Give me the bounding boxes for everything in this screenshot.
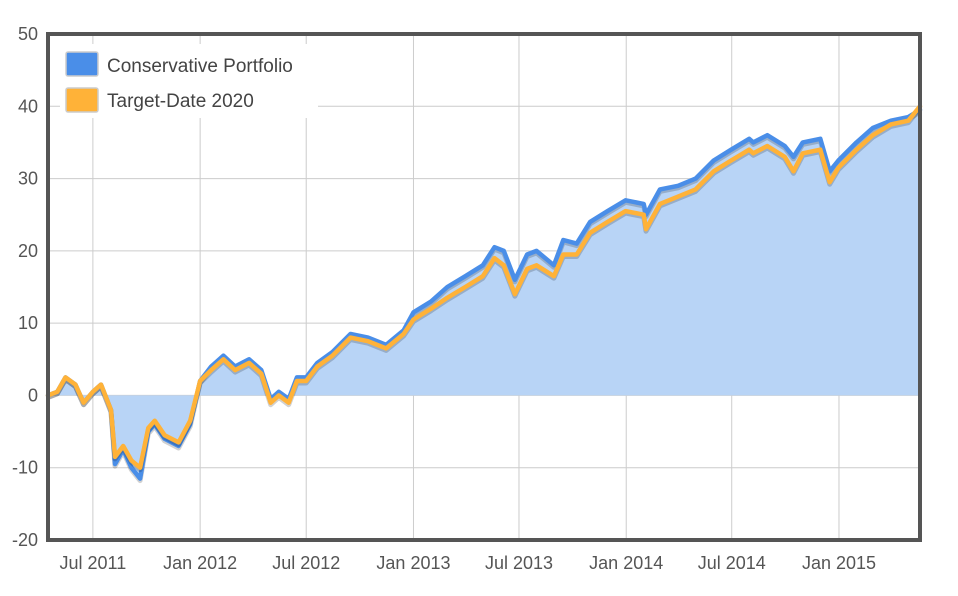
- y-tick-label: -20: [12, 530, 38, 550]
- x-tick-label: Jan 2012: [163, 553, 237, 573]
- x-axis-ticks: Jul 2011 Jan 2012 Jul 2012 Jan 2013 Jul 2013…: [60, 553, 876, 573]
- x-tick-label: Jan 2014: [589, 553, 663, 573]
- x-tick-label: Jul 2014: [698, 553, 766, 573]
- plot-border: [46, 32, 922, 542]
- legend-label-target-date-2020: Target-Date 2020: [107, 91, 254, 112]
- series-lines: [45, 104, 923, 484]
- x-tick-label: Jan 2013: [376, 553, 450, 573]
- x-tick-label: Jul 2012: [272, 553, 340, 573]
- y-tick-label: 20: [18, 241, 38, 261]
- y-tick-label: 50: [18, 24, 38, 44]
- legend-swatch-target-date-2020: [65, 87, 99, 113]
- y-tick-label: -10: [12, 458, 38, 478]
- legend-label-conservative-portfolio: Conservative Portfolio: [107, 56, 293, 77]
- legend-background: [60, 44, 318, 118]
- x-tick-label: Jul 2011: [60, 553, 127, 573]
- y-tick-label: 10: [18, 313, 38, 333]
- legend[interactable]: Conservative Portfolio Target-Date 2020: [60, 44, 318, 118]
- y-tick-label: 0: [28, 385, 38, 405]
- series-line-target-date-2020[interactable]: [45, 104, 923, 470]
- legend-swatch-conservative-portfolio: [65, 51, 99, 77]
- legend-item-target-date-2020[interactable]: Target-Date 2020: [65, 87, 254, 113]
- x-tick-label: Jul 2013: [485, 553, 553, 573]
- y-tick-label: 40: [18, 96, 38, 116]
- y-axis-ticks: -20 -10 0 10 20 30 40 50: [12, 24, 38, 550]
- legend-item-conservative-portfolio[interactable]: Conservative Portfolio: [65, 51, 293, 77]
- x-tick-label: Jan 2015: [802, 553, 876, 573]
- y-tick-label: 30: [18, 169, 38, 189]
